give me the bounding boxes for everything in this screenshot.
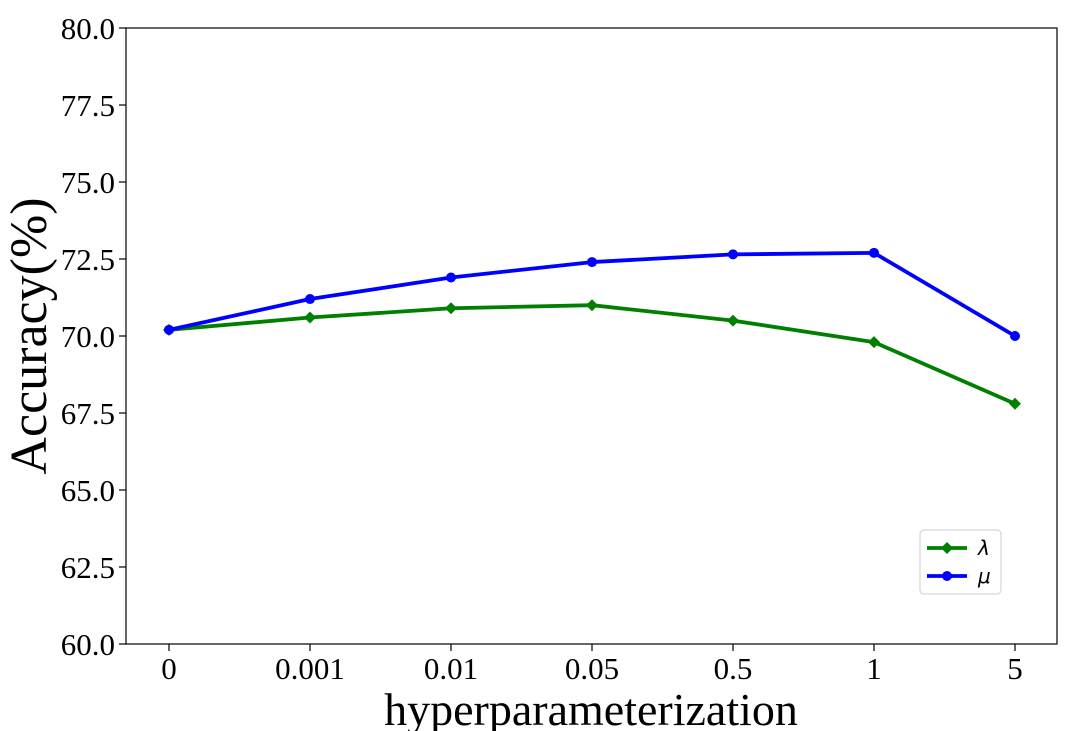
data-point bbox=[446, 272, 456, 283]
data-point bbox=[1010, 331, 1020, 341]
y-tick-label: 80.0 bbox=[61, 11, 115, 46]
legend-label: λ bbox=[977, 536, 990, 560]
data-point bbox=[586, 299, 598, 312]
series-1 bbox=[164, 247, 1020, 341]
y-tick-label: 65.0 bbox=[61, 473, 115, 508]
legend-box bbox=[919, 529, 1002, 595]
x-tick-label: 0 bbox=[161, 651, 177, 686]
x-axis: 0 0.001 0.01 0.05 0.5 1 5 bbox=[161, 644, 1023, 686]
data-point bbox=[587, 257, 597, 268]
legend-item: μ bbox=[927, 564, 991, 588]
x-tick-label: 0.01 bbox=[424, 651, 478, 686]
data-point bbox=[727, 314, 739, 327]
x-axis-label: hyperparameterization bbox=[384, 684, 798, 731]
y-tick-label: 75.0 bbox=[61, 165, 115, 200]
legend-label: μ bbox=[977, 564, 991, 588]
y-tick-label: 77.5 bbox=[61, 88, 115, 123]
x-tick-label: 1 bbox=[866, 651, 882, 686]
data-point bbox=[1009, 397, 1021, 410]
data-point bbox=[868, 336, 880, 349]
plot-area bbox=[125, 27, 1058, 645]
data-point bbox=[869, 247, 879, 258]
legend-swatch-marker bbox=[941, 542, 953, 554]
y-tick-label: 60.0 bbox=[61, 627, 115, 662]
y-axis: 60.0 62.5 65.0 67.5 70.0 72.5 75.0 77.5 80.0 bbox=[61, 11, 126, 662]
y-tick-label: 70.0 bbox=[61, 319, 115, 354]
x-tick-label: 0.05 bbox=[565, 651, 619, 686]
y-axis-label: Accuracy(%) bbox=[1, 197, 58, 474]
x-tick-label: 0.5 bbox=[714, 651, 753, 686]
data-point bbox=[728, 249, 738, 260]
series-layer bbox=[163, 247, 1021, 410]
legend-item: λ bbox=[927, 536, 990, 560]
y-tick-label: 62.5 bbox=[61, 550, 115, 585]
y-tick-label: 72.5 bbox=[61, 242, 115, 277]
data-point bbox=[445, 302, 457, 315]
data-point bbox=[304, 311, 316, 324]
x-tick-label: 5 bbox=[1007, 651, 1023, 686]
y-tick-label: 67.5 bbox=[61, 396, 115, 431]
legend: λμ bbox=[919, 529, 1002, 595]
data-point bbox=[305, 294, 315, 305]
data-point bbox=[164, 324, 174, 335]
legend-swatch-marker bbox=[942, 571, 952, 581]
x-tick-label: 0.001 bbox=[275, 651, 345, 686]
